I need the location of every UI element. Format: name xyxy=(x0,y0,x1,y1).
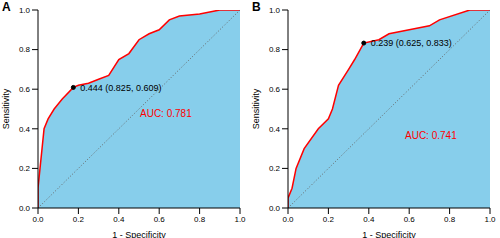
svg-text:0.8: 0.8 xyxy=(444,215,456,224)
svg-text:0.4: 0.4 xyxy=(363,215,375,224)
html-text:A: A xyxy=(2,0,11,14)
svg-text:0.8: 0.8 xyxy=(19,45,31,54)
svg-text:0.4: 0.4 xyxy=(113,215,125,224)
svg-text:0.2: 0.2 xyxy=(73,215,85,224)
svg-text:1 - Specificity: 1 - Specificity xyxy=(112,230,166,238)
svg-text:0.0: 0.0 xyxy=(19,204,31,213)
svg-text:0.4: 0.4 xyxy=(269,125,281,134)
svg-text:0.0: 0.0 xyxy=(32,215,44,224)
svg-text:1.0: 1.0 xyxy=(19,6,31,15)
svg-text:0.0: 0.0 xyxy=(269,204,281,213)
svg-text:1.0: 1.0 xyxy=(234,215,246,224)
svg-text:0.8: 0.8 xyxy=(194,215,206,224)
svg-text:0.6: 0.6 xyxy=(154,215,166,224)
svg-text:0.2: 0.2 xyxy=(269,164,281,173)
svg-text:Sensitivity: Sensitivity xyxy=(251,88,261,129)
svg-text:0.239 (0.625, 0.833): 0.239 (0.625, 0.833) xyxy=(371,38,452,48)
svg-text:0.0: 0.0 xyxy=(282,215,294,224)
svg-text:0.2: 0.2 xyxy=(19,164,31,173)
html-text:AUC: 0.781: AUC: 0.781 xyxy=(140,108,192,119)
svg-text:1.0: 1.0 xyxy=(484,215,492,224)
svg-text:0.4: 0.4 xyxy=(19,125,31,134)
svg-text:Sensitivity: Sensitivity xyxy=(8,88,11,129)
svg-text:1 - Specificity: 1 - Specificity xyxy=(362,230,416,238)
svg-text:0.2: 0.2 xyxy=(323,215,335,224)
html-text:AUC: 0.741: AUC: 0.741 xyxy=(405,130,457,141)
svg-text:0.6: 0.6 xyxy=(269,85,281,94)
svg-text:0.6: 0.6 xyxy=(19,85,31,94)
svg-text:1.0: 1.0 xyxy=(269,6,281,15)
svg-text:0.8: 0.8 xyxy=(269,45,281,54)
svg-text:0.444 (0.825, 0.609): 0.444 (0.825, 0.609) xyxy=(80,83,161,93)
svg-text:0.6: 0.6 xyxy=(404,215,416,224)
html-text:B: B xyxy=(252,0,261,14)
